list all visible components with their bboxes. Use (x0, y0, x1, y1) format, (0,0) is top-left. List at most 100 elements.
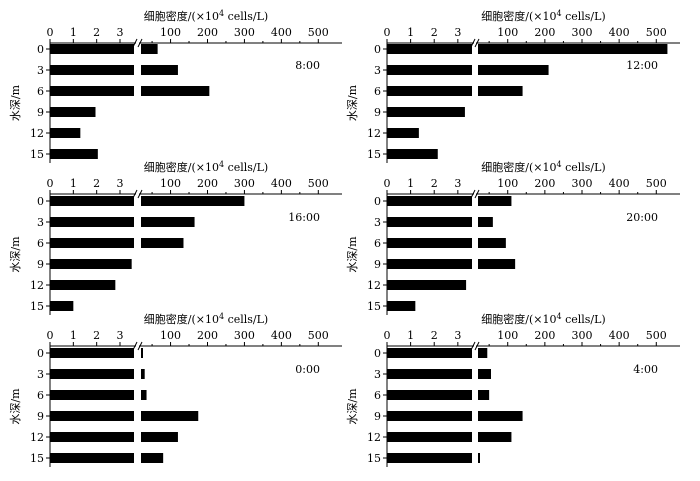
time-annotation: 4:00 (633, 363, 658, 376)
x-tick-label: 3 (454, 177, 461, 190)
y-tick-label: 15 (367, 148, 381, 161)
x-tick-label: 400 (609, 26, 630, 39)
bar (387, 411, 472, 421)
bar (141, 432, 178, 442)
bar (387, 217, 472, 227)
axis-break-mark (137, 38, 143, 48)
bar (478, 65, 549, 75)
bar (387, 107, 465, 117)
bar (141, 238, 184, 248)
x-tick-label: 1 (70, 329, 77, 342)
bar (50, 280, 116, 290)
x-tick-label: 500 (308, 26, 329, 39)
x-tick-label: 300 (234, 177, 255, 190)
y-tick-label: 0 (374, 195, 381, 208)
x-tick-label: 1 (70, 177, 77, 190)
bar (141, 348, 143, 358)
y-tick-label: 3 (374, 216, 381, 229)
bar (50, 149, 98, 159)
bar (50, 301, 74, 311)
bar (478, 196, 512, 206)
y-axis-label: 水深/m (9, 236, 22, 273)
y-tick-label: 3 (37, 368, 44, 381)
y-tick-label: 3 (374, 368, 381, 381)
y-tick-label: 12 (367, 127, 381, 140)
y-tick-label: 0 (37, 43, 44, 56)
x-tick-label: 2 (93, 329, 100, 342)
bar (50, 128, 81, 138)
bar (50, 65, 134, 75)
x-tick-label: 100 (160, 177, 181, 190)
bar (387, 238, 472, 248)
x-tick-label: 300 (234, 329, 255, 342)
x-tick-label: 200 (197, 329, 218, 342)
axis-title: 细胞密度/(×104 cells/L) (481, 312, 605, 326)
axis-break-mark (474, 189, 480, 199)
y-tick-label: 9 (374, 258, 381, 271)
y-tick-label: 6 (37, 237, 44, 250)
y-tick-label: 15 (30, 148, 44, 161)
bar (141, 44, 158, 54)
bar (387, 301, 416, 311)
axis-break-mark (474, 38, 480, 48)
y-tick-label: 12 (30, 127, 44, 140)
axis-break-mark (137, 189, 143, 199)
x-tick-label: 0 (384, 26, 391, 39)
x-tick-label: 3 (454, 26, 461, 39)
time-annotation: 12:00 (626, 59, 658, 72)
x-tick-label: 3 (117, 329, 124, 342)
y-tick-label: 3 (374, 64, 381, 77)
bar (50, 411, 134, 421)
x-tick-label: 400 (271, 177, 292, 190)
y-tick-label: 15 (367, 452, 381, 465)
bar (478, 86, 523, 96)
y-tick-label: 0 (374, 347, 381, 360)
bar (141, 369, 145, 379)
axis-title: 细胞密度/(×104 cells/L) (144, 9, 268, 23)
axis-title: 细胞密度/(×104 cells/L) (144, 160, 268, 174)
y-tick-label: 6 (37, 389, 44, 402)
bar (387, 86, 472, 96)
x-tick-label: 1 (407, 329, 414, 342)
bar (50, 217, 134, 227)
x-tick-label: 2 (431, 329, 438, 342)
axis-title: 细胞密度/(×104 cells/L) (481, 160, 605, 174)
x-tick-label: 0 (47, 26, 54, 39)
bar (50, 390, 134, 400)
y-tick-label: 0 (374, 43, 381, 56)
x-tick-label: 100 (160, 329, 181, 342)
x-tick-label: 300 (572, 177, 593, 190)
bar (478, 390, 490, 400)
x-tick-label: 400 (271, 26, 292, 39)
y-tick-label: 6 (374, 389, 381, 402)
x-tick-label: 0 (47, 177, 54, 190)
bar (478, 44, 668, 54)
bar (50, 432, 134, 442)
bar (50, 196, 134, 206)
x-tick-label: 1 (407, 177, 414, 190)
bar (387, 149, 438, 159)
x-tick-label: 500 (308, 329, 329, 342)
y-tick-label: 6 (374, 237, 381, 250)
bar (387, 453, 472, 463)
y-tick-label: 9 (37, 106, 44, 119)
x-tick-label: 3 (117, 177, 124, 190)
y-tick-label: 0 (37, 347, 44, 360)
x-tick-label: 500 (646, 26, 667, 39)
x-tick-label: 400 (609, 329, 630, 342)
time-annotation: 20:00 (626, 211, 658, 224)
x-tick-label: 300 (234, 26, 255, 39)
axis-break-mark (137, 341, 143, 351)
axis-break-mark (474, 341, 480, 351)
bar (387, 390, 472, 400)
y-tick-label: 9 (374, 106, 381, 119)
x-tick-label: 100 (497, 177, 518, 190)
bar (387, 432, 472, 442)
y-tick-label: 6 (374, 85, 381, 98)
y-axis-label: 水深/m (9, 388, 22, 425)
